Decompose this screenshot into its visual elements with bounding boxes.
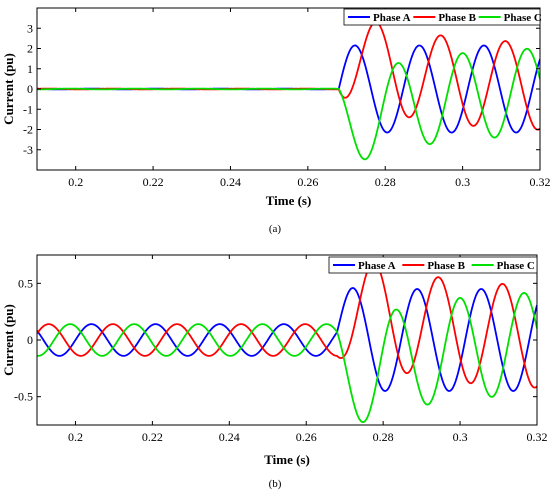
y-tick-label: -2 [23,123,33,137]
panel-caption: (a) [269,223,282,235]
y-axis-label: Current (pu) [1,53,16,125]
x-tick-label: 0.26 [297,175,318,189]
y-tick-label: -0.5 [14,390,33,404]
y-tick-label: 2 [27,42,33,56]
axes-frame [36,254,538,426]
x-tick-label: 0.3 [453,430,468,444]
series-line-phase-b [37,21,540,131]
legend-label-phase-b: Phase B [438,12,476,24]
x-tick-label: 0.2 [68,430,83,444]
legend-label-phase-a: Phase A [358,260,396,272]
y-tick-label: 0 [27,333,33,347]
series-group [37,260,537,423]
y-axis-label: Current (pu) [1,304,16,376]
y-tick-label: -3 [23,143,33,157]
x-axis-label: Time (s) [264,452,310,467]
series-line-phase-c [37,47,540,161]
legend-label-phase-b: Phase B [427,260,465,272]
legend-label-phase-c: Phase C [497,260,535,272]
y-tick-label: 3 [27,21,33,35]
y-tick-label: -1 [23,102,33,116]
panel-caption: (b) [269,478,282,490]
legend-box [343,8,541,26]
x-axis-label: Time (s) [266,193,312,208]
x-tick-label: 0.22 [143,175,164,189]
x-tick-label: 0.22 [142,430,163,444]
y-tick-label: 0.5 [18,276,33,290]
x-tick-label: 0.2 [68,175,83,189]
x-tick-label: 0.32 [527,430,548,444]
legend: Phase A Phase B Phase C [328,256,538,274]
series-line-phase-a [37,287,537,392]
series-line-phase-b [37,260,537,389]
y-tick-label: 0 [27,82,33,96]
series-group [37,21,540,161]
x-tick-label: 0.32 [530,175,550,189]
legend-label-phase-c: Phase C [504,12,542,24]
x-tick-label: 0.28 [373,430,394,444]
legend-label-phase-a: Phase A [373,12,411,24]
legend-box [328,256,538,274]
x-tick-label: 0.24 [220,175,241,189]
chart-panel-b: 0.2 0.22 0.24 0.26 0.28 0.3 0.32 -0.5 0 0.5 Time (… [1,254,548,490]
y-tick-label: 1 [27,62,33,76]
series-line-phase-c [37,291,537,423]
legend: Phase A Phase B Phase C [343,8,542,26]
x-tick-label: 0.26 [296,430,317,444]
x-tick-label: 0.28 [375,175,396,189]
x-tick-label: 0.24 [219,430,240,444]
x-tick-label: 0.3 [455,175,470,189]
chart-panel-a: 0.2 0.22 0.24 0.26 0.28 0.3 0.32 -3 -2 -1 0 1 2 3 Time… [1,7,550,235]
